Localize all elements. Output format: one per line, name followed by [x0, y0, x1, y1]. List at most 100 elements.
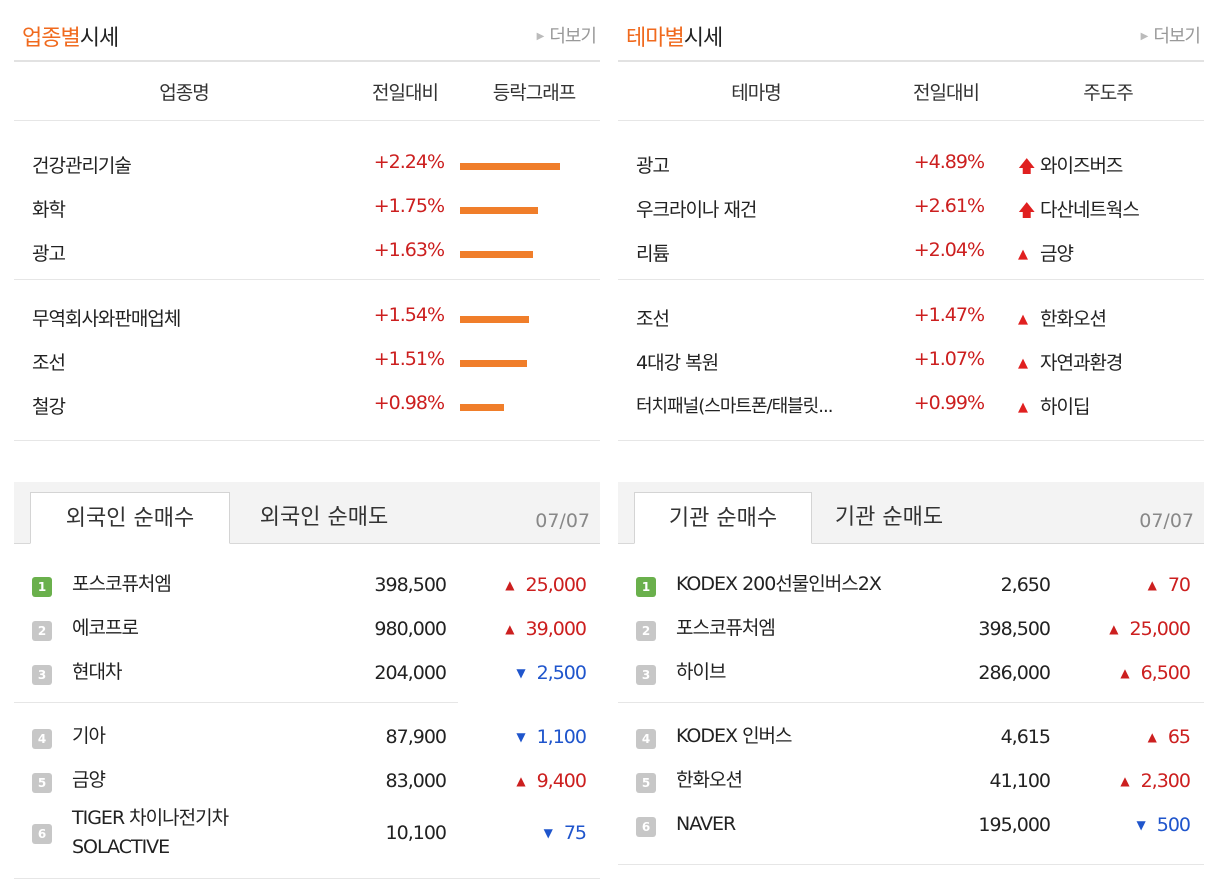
list-item[interactable]: 6 TIGER 차이나전기차 SOLACTIVE 10,100 ▼ 75 [14, 804, 600, 866]
stock-change: ▲ 25,000 [1109, 618, 1191, 640]
up-triangle-icon: ▲ [1018, 400, 1028, 415]
theme-name[interactable]: 광고 [636, 155, 670, 177]
stock-name[interactable]: TIGER 차이나전기차 SOLACTIVE [72, 807, 229, 858]
up-triangle-icon: ▲ [1120, 774, 1129, 788]
theme-column-headers: 테마명 전일대비 주도주 [618, 62, 1204, 121]
theme-leader[interactable]: ▲ 자연과환경 [1018, 352, 1123, 374]
caret-right-icon: ▶ [536, 31, 545, 42]
industry-name[interactable]: 철강 [32, 396, 66, 418]
col-industry-name: 업종명 [159, 82, 209, 104]
theme-name[interactable]: 조선 [636, 308, 670, 330]
list-item[interactable]: 3 하이브 286,000 ▲ 6,500 [618, 654, 1204, 694]
stock-name[interactable]: 에코프로 [72, 617, 139, 639]
stock-name[interactable]: 포스코퓨처엠 [676, 617, 776, 639]
theme-name[interactable]: 터치패널(스마트폰/태블릿... [636, 396, 833, 417]
theme-row[interactable]: 터치패널(스마트폰/태블릿... +0.99% ▲ 하이딥 [618, 382, 1204, 426]
theme-leader[interactable]: 🡅 다산네트웍스 [1018, 195, 1140, 227]
stock-name[interactable]: 한화오션 [676, 769, 743, 791]
up-triangle-icon: ▲ [1018, 356, 1028, 371]
industry-name[interactable]: 광고 [32, 243, 66, 265]
industry-change: +1.63% [373, 239, 445, 261]
stock-name[interactable]: KODEX 200선물인버스2X [676, 573, 882, 595]
theme-leader[interactable]: ▲ 하이딥 [1018, 396, 1090, 418]
down-triangle-icon: ▼ [1136, 818, 1146, 832]
list-item[interactable]: 6 NAVER 195,000 ▼ 500 [618, 806, 1204, 846]
industry-row[interactable]: 건강관리기술 +2.24% [14, 141, 600, 185]
theme-row[interactable]: 조선 +1.47% ▲ 한화오션 [618, 294, 1204, 338]
rank-badge: 5 [636, 773, 656, 793]
stock-name[interactable]: 금양 [72, 769, 106, 791]
list-item[interactable]: 1 KODEX 200선물인버스2X 2,650 ▲ 70 [618, 566, 1204, 606]
theme-group-1: 광고 +4.89% 🡅 와이즈버즈 우크라이나 재건 +2.61% 🡅 다산네트웍스… [618, 121, 1204, 280]
foreign-tabbar: 외국인 순매수 외국인 순매도 07/07 [14, 482, 600, 544]
industry-row[interactable]: 광고 +1.63% [14, 229, 600, 273]
industry-column-headers: 업종명 전일대비 등락그래프 [14, 62, 600, 121]
theme-leader[interactable]: ▲ 금양 [1018, 243, 1074, 265]
industry-name[interactable]: 조선 [32, 352, 66, 374]
stock-change: ▲ 25,000 [505, 574, 587, 596]
col-leader: 주도주 [1083, 82, 1133, 104]
industry-more-link[interactable]: ▶ 더보기 [536, 26, 597, 47]
industry-name[interactable]: 무역회사와판매업체 [32, 308, 181, 330]
theme-group-2: 조선 +1.47% ▲ 한화오션 4대강 복원 +1.07% ▲ 자연과환경 터치패… [618, 280, 1204, 441]
theme-change: +4.89% [913, 151, 985, 173]
stock-name[interactable]: KODEX 인버스 [676, 725, 793, 747]
tab-institution-net-sell[interactable]: 기관 순매도 [834, 505, 944, 530]
list-item[interactable]: 2 에코프로 980,000 ▲ 39,000 [14, 610, 600, 650]
theme-name[interactable]: 리튬 [636, 243, 670, 265]
up-triangle-icon: ▲ [505, 622, 514, 636]
stock-price: 204,000 [374, 662, 447, 684]
tab-foreign-net-buy[interactable]: 외국인 순매수 [30, 492, 230, 544]
industry-row[interactable]: 철강 +0.98% [14, 382, 600, 426]
stock-change: ▲ 39,000 [505, 618, 587, 640]
tab-institution-net-buy[interactable]: 기관 순매수 [634, 492, 812, 544]
change-bar [460, 251, 533, 258]
industry-change: +1.75% [373, 195, 445, 217]
change-bar [460, 316, 529, 323]
stock-price: 4,615 [1000, 726, 1051, 748]
tab-foreign-net-sell[interactable]: 외국인 순매도 [259, 505, 389, 530]
stock-name[interactable]: NAVER [676, 813, 736, 835]
list-item[interactable]: 2 포스코퓨처엠 398,500 ▲ 25,000 [618, 610, 1204, 650]
list-item[interactable]: 4 기아 87,900 ▼ 1,100 [14, 718, 600, 758]
theme-row[interactable]: 리튬 +2.04% ▲ 금양 [618, 229, 1204, 273]
industry-row[interactable]: 무역회사와판매업체 +1.54% [14, 294, 600, 338]
up-triangle-icon: ▲ [516, 774, 525, 788]
theme-row[interactable]: 광고 +4.89% 🡅 와이즈버즈 [618, 141, 1204, 185]
industry-name[interactable]: 건강관리기술 [32, 155, 132, 177]
theme-leader[interactable]: 🡅 와이즈버즈 [1018, 151, 1123, 183]
industry-group-1: 건강관리기술 +2.24% 화학 +1.75% 광고 +1.63% [14, 121, 600, 280]
rank-badge: 5 [32, 773, 52, 793]
stock-name[interactable]: 포스코퓨처엠 [72, 573, 172, 595]
list-item[interactable]: 4 KODEX 인버스 4,615 ▲ 65 [618, 718, 1204, 758]
theme-change: +0.99% [913, 392, 985, 414]
industry-title: 업종별시세 [22, 26, 119, 51]
foreign-date: 07/07 [535, 510, 590, 532]
divider [14, 702, 458, 703]
stock-name[interactable]: 하이브 [676, 661, 726, 683]
stock-price: 195,000 [978, 814, 1051, 836]
institution-date: 07/07 [1139, 510, 1194, 532]
up-triangle-icon: ▲ [1109, 622, 1118, 636]
stock-change: ▲ 9,400 [516, 770, 587, 792]
theme-more-link[interactable]: ▶ 더보기 [1140, 26, 1201, 47]
theme-name[interactable]: 우크라이나 재건 [636, 199, 757, 221]
stock-price: 398,500 [978, 618, 1051, 640]
stock-change: ▼ 500 [1136, 814, 1192, 836]
stock-price: 398,500 [374, 574, 447, 596]
list-item[interactable]: 5 한화오션 41,100 ▲ 2,300 [618, 762, 1204, 802]
list-item[interactable]: 5 금양 83,000 ▲ 9,400 [14, 762, 600, 802]
list-item[interactable]: 3 현대차 204,000 ▼ 2,500 [14, 654, 600, 694]
theme-row[interactable]: 4대강 복원 +1.07% ▲ 자연과환경 [618, 338, 1204, 382]
stock-name[interactable]: 기아 [72, 725, 106, 747]
industry-row[interactable]: 조선 +1.51% [14, 338, 600, 382]
industry-row[interactable]: 화학 +1.75% [14, 185, 600, 229]
theme-leader[interactable]: ▲ 한화오션 [1018, 308, 1107, 330]
theme-name[interactable]: 4대강 복원 [636, 352, 719, 374]
industry-name[interactable]: 화학 [32, 199, 66, 221]
list-item[interactable]: 1 포스코퓨처엠 398,500 ▲ 25,000 [14, 566, 600, 606]
theme-row[interactable]: 우크라이나 재건 +2.61% 🡅 다산네트웍스 [618, 185, 1204, 229]
stock-name[interactable]: 현대차 [72, 661, 122, 683]
stock-change: ▼ 75 [543, 822, 587, 844]
rank-badge: 4 [32, 729, 52, 749]
